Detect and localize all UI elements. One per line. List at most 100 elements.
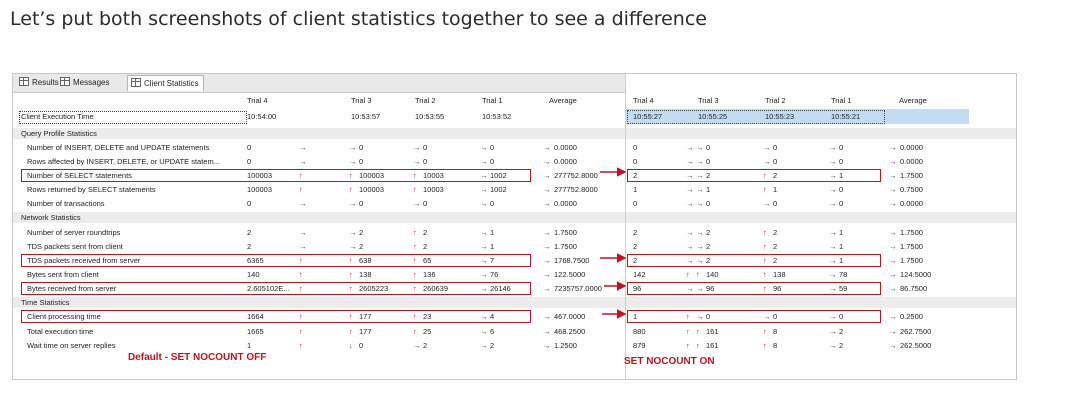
right-value: 2 (773, 241, 778, 251)
right-value: 2 (773, 255, 778, 265)
message-icon (60, 77, 70, 86)
result-tabs: Results Messages Client Statistics (13, 74, 625, 93)
arrow-up-icon: ↑ (349, 326, 353, 336)
arrow-right-icon: → (480, 340, 488, 350)
arrow-right-icon: → (686, 199, 694, 209)
left-value: 0 (359, 156, 364, 166)
arrow-right-icon: → (763, 199, 771, 209)
arrow-up-icon: ↑ (763, 185, 767, 195)
arrow-right-icon: → (543, 312, 551, 322)
section-header: Query Profile Statistics (21, 128, 97, 138)
right-value: 96 (706, 284, 715, 294)
right-average: 0.7500 (900, 185, 923, 195)
left-value: 2 (247, 227, 252, 237)
arrow-right-icon: → (889, 142, 897, 152)
right-exec-value: 10:55:27 (633, 112, 663, 121)
section-band (13, 212, 625, 224)
right-average: 1.7500 (900, 227, 923, 237)
arrow-right-icon: → (829, 199, 837, 209)
right-average: 1.7500 (900, 241, 923, 251)
stat-label: Rows affected by INSERT, DELETE, or UPDA… (27, 156, 220, 166)
left-average: 122.5000 (554, 270, 586, 279)
arrow-up-icon: ↑ (686, 340, 690, 350)
arrow-right-icon: → (543, 340, 551, 350)
arrow-right-icon: → (349, 241, 357, 251)
left-value: 0 (490, 199, 495, 209)
left-average: 0.0000 (554, 142, 577, 152)
arrow-right-icon: → (480, 270, 488, 279)
right-average: 0.0000 (900, 142, 923, 152)
stat-label: Rows returned by SELECT statements (27, 185, 156, 195)
left-value: 177 (359, 326, 372, 336)
left-average: 277752.8000 (554, 185, 598, 195)
arrow-up-icon: ↑ (686, 270, 690, 279)
right-value: 880 (633, 326, 646, 336)
stat-label: Bytes received from server (27, 284, 117, 294)
arrow-right-icon: → (413, 199, 421, 209)
left-value: 0 (247, 142, 252, 152)
section-band (13, 127, 625, 139)
arrow-up-icon: ↑ (763, 340, 767, 350)
left-exec-value: 10:53:55 (415, 112, 445, 121)
right-value: 2 (633, 227, 638, 237)
right-average: 1.7500 (900, 255, 923, 265)
arrow-up-icon: ↑ (686, 326, 690, 336)
right-exec-value: 10:55:25 (698, 112, 728, 121)
right-value: 59 (839, 284, 848, 294)
left-value: 1 (490, 241, 495, 251)
left-value: 25 (423, 326, 432, 336)
right-value: 1 (633, 312, 638, 322)
section-header: Network Statistics (21, 213, 81, 223)
tab-messages[interactable]: Messages (57, 75, 113, 90)
arrow-right-icon: → (889, 199, 897, 209)
arrow-right-icon: → (543, 227, 551, 237)
left-value: 2 (359, 227, 364, 237)
right-exec-value: 10:55:23 (765, 112, 795, 121)
left-header-trial-3: Trial 3 (351, 96, 372, 105)
left-value: 0 (359, 142, 364, 152)
left-value: 1002 (490, 185, 507, 195)
arrow-up-icon: ↑ (686, 312, 690, 322)
right-average: 86.7500 (900, 284, 928, 294)
arrow-right-icon: → (349, 156, 357, 166)
right-selected-row (626, 109, 969, 124)
right-value: 1 (706, 185, 711, 195)
right-value: 0 (633, 199, 638, 209)
highlight-select-statements-left (21, 168, 531, 182)
right-header-average: Average (899, 96, 927, 105)
left-value: 2 (490, 340, 495, 350)
right-value: 0 (706, 156, 711, 166)
arrow-right-icon: → (480, 170, 488, 180)
section-band (13, 297, 625, 309)
arrow-down-icon: ↓ (349, 340, 353, 350)
right-value: 2 (706, 170, 711, 180)
left-average: 7235757.0000 (554, 284, 602, 294)
left-value: 0 (423, 156, 428, 166)
arrow-up-icon: ↑ (763, 170, 767, 180)
right-value: 8 (773, 340, 778, 350)
arrow-right-icon: → (480, 241, 488, 251)
right-caption: SET NOCOUNT ON (624, 356, 715, 367)
arrow-right-icon: → (889, 340, 897, 350)
highlight-tds-received-right (627, 253, 881, 267)
arrow-right-icon: → (543, 284, 551, 294)
arrow-right-icon: → (696, 199, 704, 209)
left-value: 0 (247, 199, 252, 209)
left-value: 0 (490, 156, 495, 166)
right-average: 262.7500 (900, 326, 932, 336)
arrow-up-icon: ↑ (413, 326, 417, 336)
right-value: 1 (633, 185, 638, 195)
left-caption: Default - SET NOCOUNT OFF (128, 352, 267, 363)
arrow-right-icon: → (889, 241, 897, 251)
tab-client-statistics[interactable]: Client Statistics (127, 75, 204, 91)
left-value: 1 (490, 227, 495, 237)
arrow-up-icon: ↑ (349, 255, 353, 265)
tab-results[interactable]: Results (16, 75, 63, 90)
left-average: 468.2500 (554, 326, 586, 336)
arrow-right-icon: → (889, 170, 897, 180)
stat-label: Wait time on server replies (27, 340, 116, 350)
left-value: 0 (423, 142, 428, 152)
right-exec-focus (627, 110, 885, 124)
left-value: 76 (490, 270, 499, 279)
arrow-right-icon: → (889, 270, 897, 279)
